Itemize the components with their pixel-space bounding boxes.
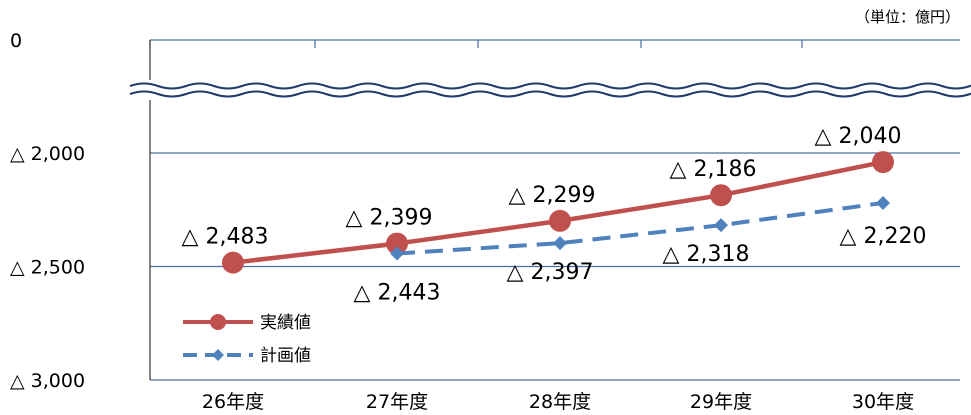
data-point (390, 246, 404, 261)
data-labels: △ 2,483 △ 2,399 △ 2,299 △ 2,186 △ 2,040 △ 2,4… (182, 124, 927, 305)
y-tick-label: △ 2,500 (10, 257, 85, 279)
y-tick-label: 0 (10, 30, 22, 52)
data-label: △ 2,397 (507, 260, 594, 285)
legend-marker (212, 349, 224, 361)
x-tick-label: 29年度 (690, 391, 752, 413)
x-tick-label: 28年度 (529, 391, 591, 413)
data-label: △ 2,443 (354, 281, 441, 306)
data-point (710, 184, 732, 207)
legend-label: 計画値 (260, 346, 311, 366)
data-label: △ 2,399 (346, 206, 433, 231)
unit-note: （単位：億円） (855, 8, 960, 26)
data-point (386, 232, 408, 255)
x-tick-labels: 26年度 27年度 28年度 29年度 30年度 (202, 391, 914, 413)
data-point (549, 209, 571, 232)
legend-marker (210, 314, 226, 330)
series (222, 151, 894, 274)
data-point (872, 151, 894, 174)
data-label: △ 2,186 (670, 157, 757, 182)
data-label: △ 2,040 (815, 124, 902, 149)
data-label: △ 2,220 (840, 224, 927, 249)
x-tick-label: 30年度 (852, 391, 914, 413)
data-label: △ 2,318 (663, 242, 750, 267)
legend-entry: 計画値 (183, 346, 311, 366)
x-tick-label: 26年度 (202, 391, 264, 413)
data-point (222, 251, 244, 274)
data-label: △ 2,483 (182, 225, 269, 250)
gridlines (150, 39, 960, 381)
axis-break (0, 80, 971, 100)
y-tick-label: △ 2,000 (10, 143, 85, 165)
data-point (714, 218, 728, 233)
y-tick-label: △ 3,000 (10, 370, 85, 392)
axis-break-wave (129, 82, 971, 90)
legend-entry: 実績値 (183, 313, 311, 333)
x-tick-label: 27年度 (366, 391, 428, 413)
data-label: △ 2,299 (509, 183, 596, 208)
data-point (553, 236, 567, 251)
axis-break-wave (129, 90, 971, 98)
series-line (396, 200, 884, 256)
y-tick-labels: 0 △ 2,000 △ 2,500 △ 3,000 (10, 30, 85, 392)
data-point (876, 195, 890, 210)
legend-label: 実績値 (260, 313, 311, 333)
